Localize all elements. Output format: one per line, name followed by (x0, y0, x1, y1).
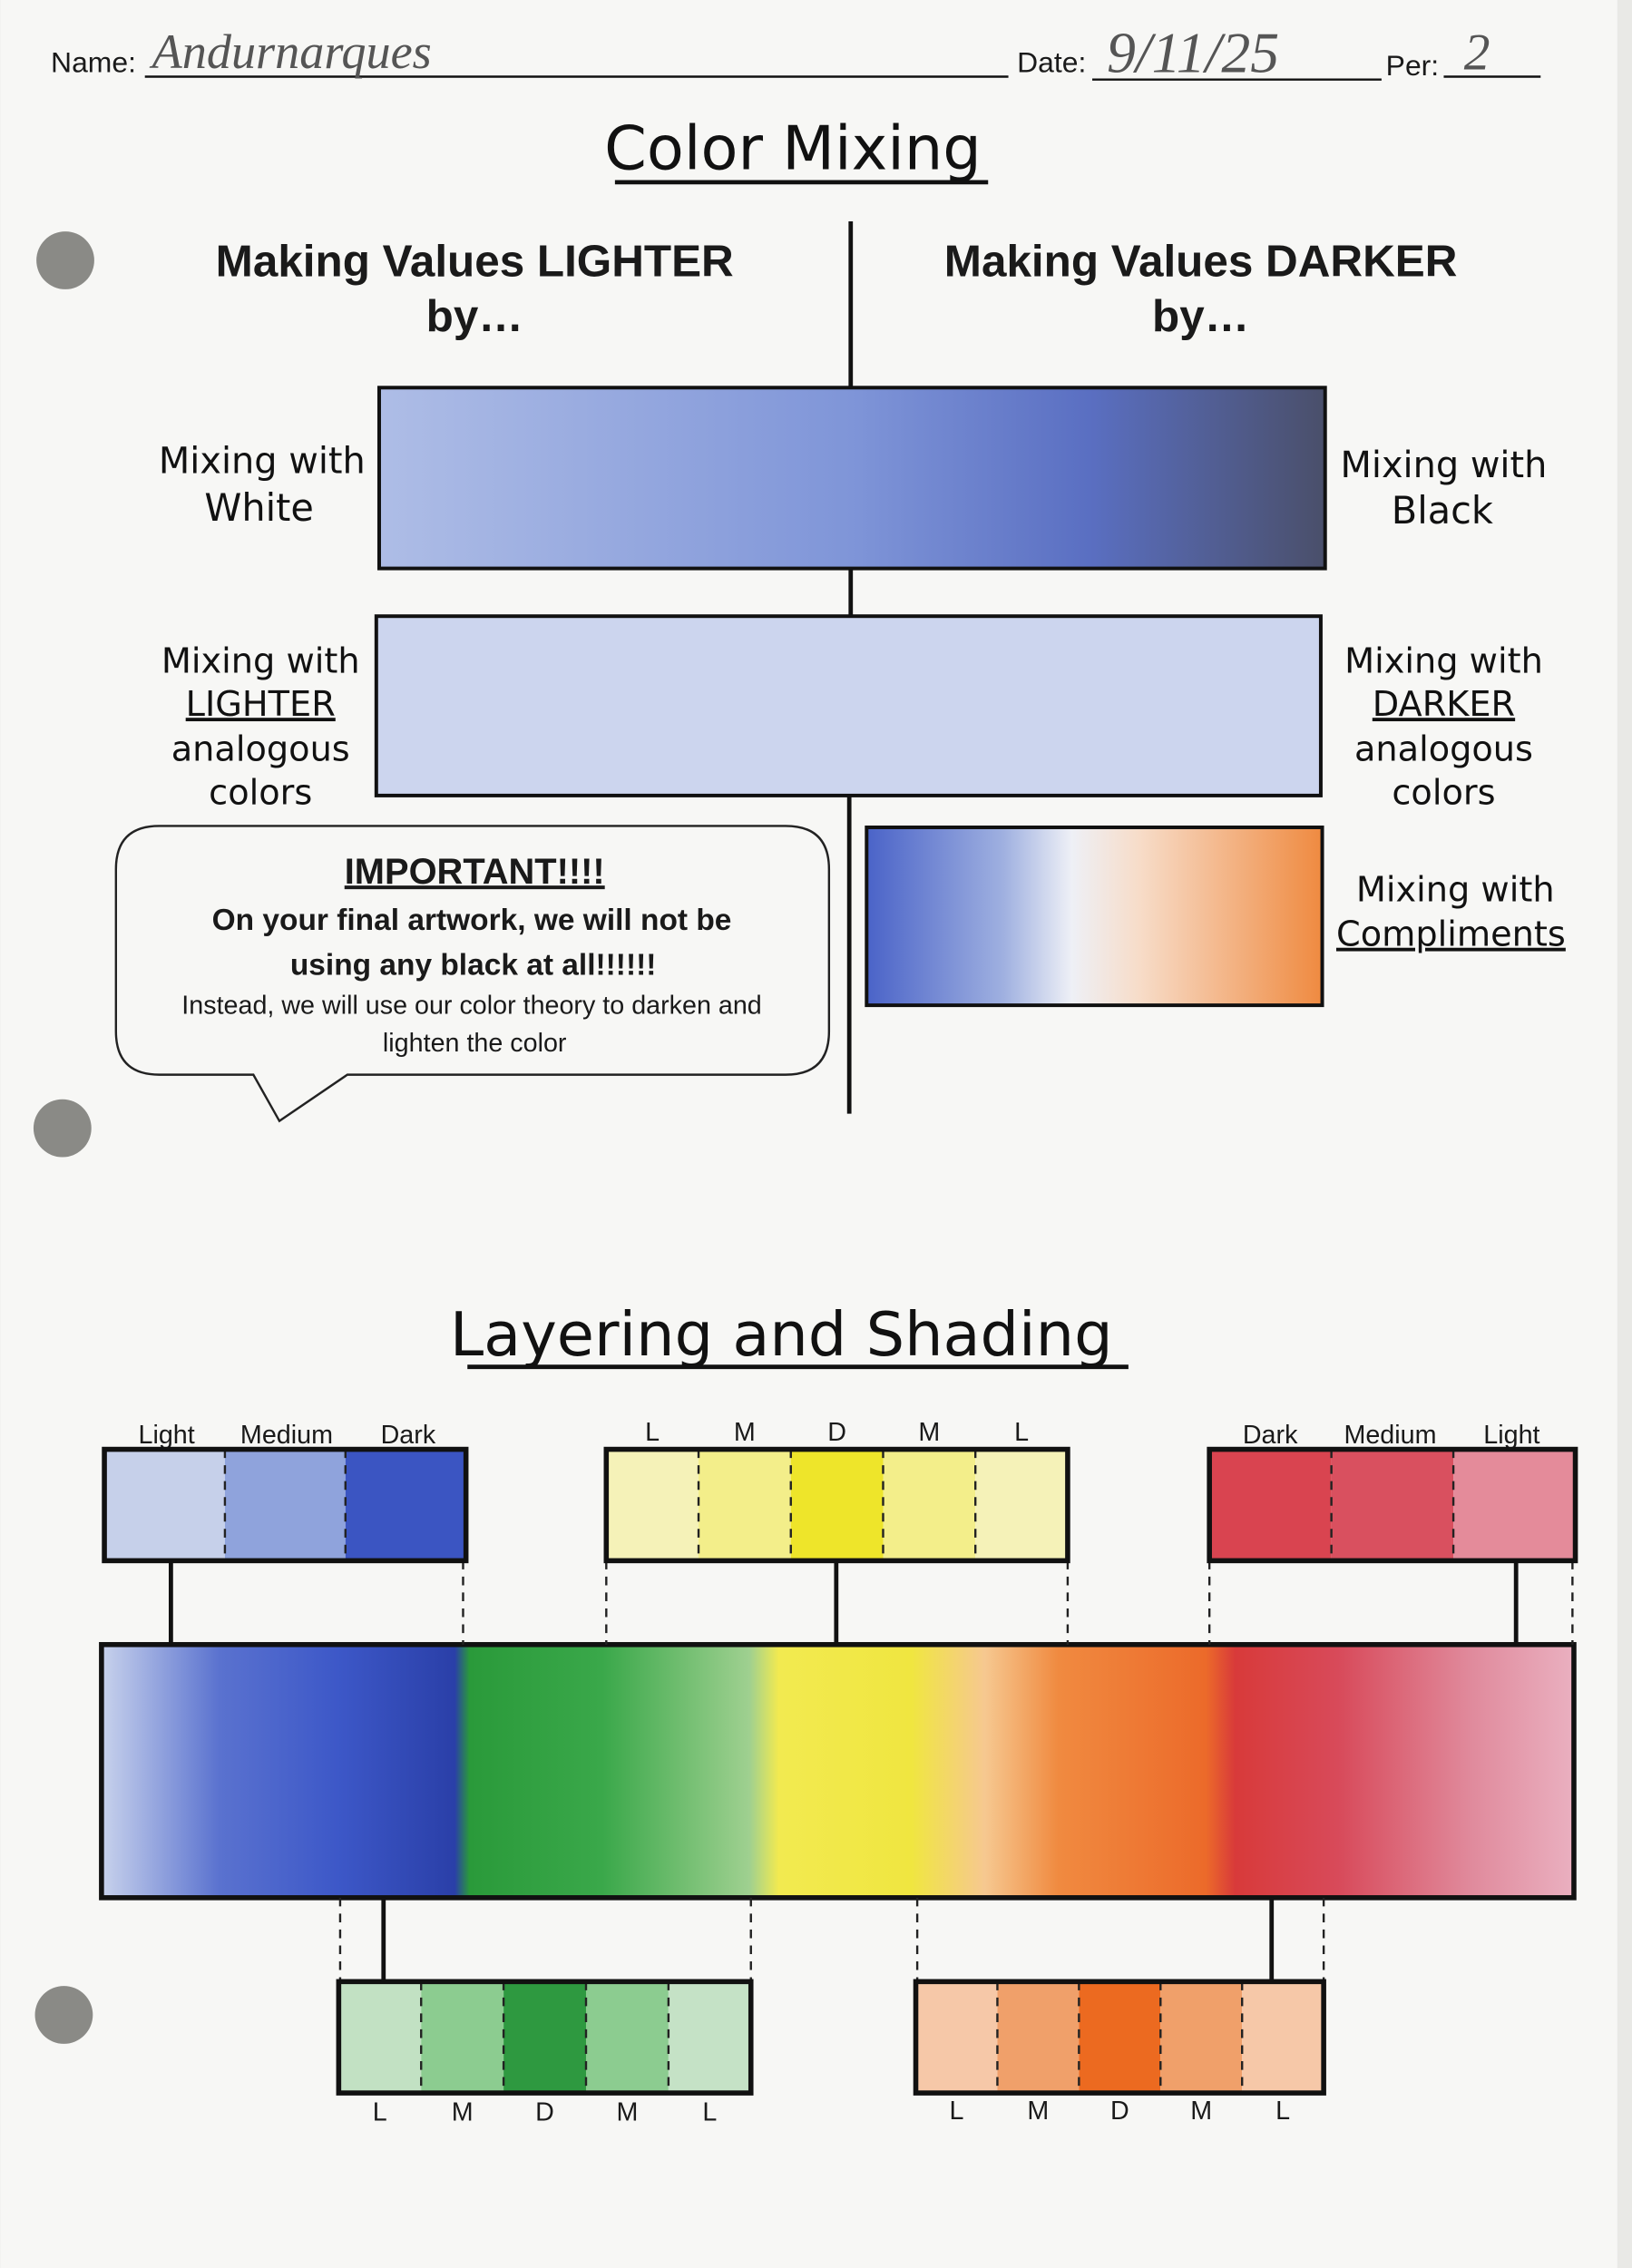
value-label: M (452, 2097, 474, 2126)
value-label: M (918, 1418, 940, 1447)
label: Mixing with (1344, 640, 1543, 681)
label: analogous (171, 729, 350, 770)
period-value: 2 (1464, 24, 1490, 82)
lighter-heading: by… (426, 291, 523, 341)
value-scale-frame (102, 1446, 469, 1564)
value-scale-frame (913, 1979, 1326, 2096)
value-label: D (1110, 2097, 1129, 2126)
label: colors (1392, 772, 1495, 813)
value-scale-frame (336, 1979, 754, 2096)
value-label: Light (1483, 1421, 1539, 1450)
value-cell (790, 1449, 884, 1561)
label: Black (1392, 489, 1493, 533)
callout-text: using any black at all!!!!!! (290, 949, 657, 982)
value-cell (606, 1449, 699, 1561)
value-cell (1242, 1981, 1324, 2094)
callout-note: Instead, we will use our color theory to… (181, 992, 761, 1021)
value-label: Medium (1344, 1421, 1436, 1450)
value-cell (585, 1981, 669, 2094)
value-scale-frame (603, 1446, 1070, 1564)
value-label: L (949, 2097, 963, 2126)
spectrum-bar (99, 1642, 1577, 1901)
darker-heading: by… (1152, 291, 1249, 341)
value-cell (915, 1981, 998, 2094)
value-cell (338, 1981, 422, 2094)
analogous-swatch (374, 614, 1323, 797)
connectors (169, 1560, 1574, 1982)
value-cell (1209, 1449, 1332, 1561)
label: analogous (1354, 729, 1533, 770)
value-scales: Light Medium Dark L M D M L Dark Medium Light L M D M L… (102, 1418, 1578, 2126)
date-label: Date: (1017, 46, 1086, 79)
holes (33, 231, 94, 2044)
white-black-swatch (377, 386, 1327, 571)
value-cell (883, 1449, 976, 1561)
value-cell (1079, 1981, 1161, 2094)
callout-note: lighten the color (383, 1029, 567, 1058)
callout-title: IMPORTANT!!!! (345, 852, 605, 892)
label: White (204, 486, 314, 530)
value-label: M (616, 2097, 638, 2126)
value-label: L (1275, 2097, 1290, 2126)
value-label: L (645, 1418, 660, 1447)
value-cell (1331, 1449, 1454, 1561)
value-label: M (1027, 2097, 1049, 2126)
value-cell (699, 1449, 791, 1561)
value-cell (104, 1449, 225, 1561)
date-value: 9/11/25 (1107, 21, 1279, 85)
label: Compliments (1336, 914, 1566, 955)
section-title: Color Mixing (604, 113, 982, 184)
value-cell (668, 1981, 751, 2094)
value-scale-frame (1207, 1446, 1578, 1564)
complement-swatch (865, 825, 1324, 1008)
label: Mixing with (161, 640, 360, 681)
value-cell (345, 1449, 466, 1561)
value-label: Dark (381, 1421, 436, 1450)
value-label: D (535, 2097, 554, 2126)
label: DARKER (1373, 684, 1515, 725)
name-value: Andurnarques (150, 24, 432, 79)
label: LIGHTER (186, 684, 336, 725)
value-label: D (827, 1418, 846, 1447)
period-label: Per: (1386, 49, 1439, 82)
divider (846, 220, 854, 1114)
label: Mixing with (159, 440, 366, 482)
value-label: L (702, 2097, 717, 2126)
label: Mixing with (1356, 869, 1555, 910)
value-label: L (373, 2097, 387, 2126)
name-label: Name: (51, 46, 136, 79)
value-cell (224, 1449, 346, 1561)
label: Mixing with (1341, 445, 1548, 486)
section-title: Layering and Shading (450, 1299, 1113, 1370)
darker-heading: Making Values DARKER (944, 237, 1458, 287)
callout-bubble (114, 825, 831, 1123)
value-cell (1453, 1449, 1576, 1561)
value-cell (975, 1449, 1068, 1561)
value-cell (997, 1981, 1080, 2094)
label: colors (209, 772, 312, 813)
value-label: M (734, 1418, 756, 1447)
value-label: Medium (240, 1421, 333, 1450)
value-cell (421, 1981, 504, 2094)
value-cell (503, 1981, 586, 2094)
callout-text: On your final artwork, we will not be (212, 904, 732, 937)
value-label: Light (139, 1421, 195, 1450)
value-label: M (1190, 2097, 1212, 2126)
value-cell (1160, 1981, 1243, 2094)
value-label: Dark (1243, 1421, 1298, 1450)
value-label: L (1014, 1418, 1029, 1447)
lighter-heading: Making Values LIGHTER (216, 237, 734, 287)
